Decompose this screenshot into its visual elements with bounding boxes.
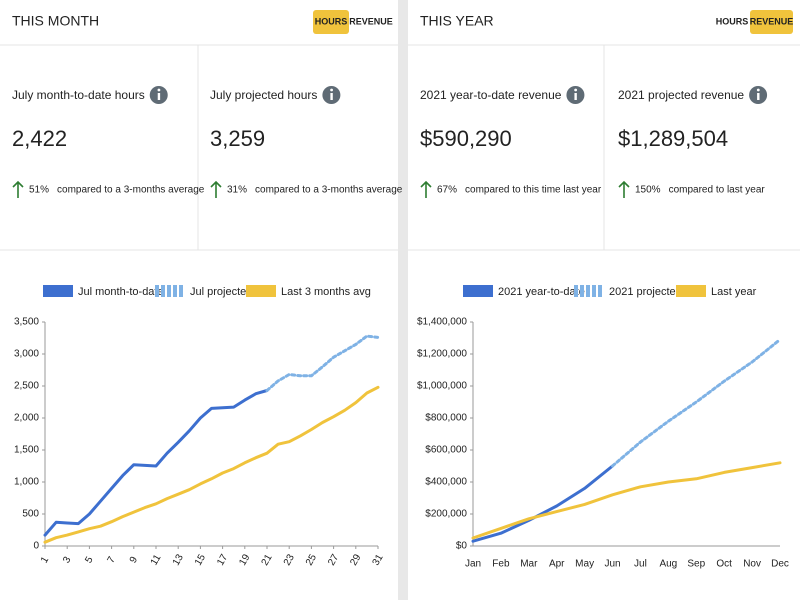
x-tick-label: Jul [634,559,647,570]
y-tick-label: 500 [22,509,39,520]
series-line [471,461,782,540]
x-tick-label: Dec [771,559,789,570]
x-tick-label: 9 [128,555,141,566]
x-tick-label: Feb [492,559,510,570]
y-tick-label: 1,500 [14,445,39,456]
series-line [611,338,782,468]
x-tick-label: Oct [716,559,732,570]
x-tick-label: Apr [549,559,565,570]
series-line [471,464,614,543]
y-tick-label: 3,000 [14,349,39,360]
info-icon-dot [330,88,333,92]
info-icon-bar [157,93,161,100]
y-tick-label: 1,000 [14,477,39,488]
toggle-label[interactable]: REVENUE [750,16,794,26]
y-tick-label: $600,000 [425,445,467,456]
y-tick-label: $1,400,000 [417,317,467,328]
kpi-value: 2,422 [12,126,67,151]
up-arrow [420,180,432,198]
kpi-value: $590,290 [420,126,512,151]
x-tick-label: Mar [520,559,538,570]
series-line [43,385,380,544]
up-arrow [12,180,24,198]
panel-title: THIS MONTH [12,13,99,29]
kpi-note: compared to a 3-months average [255,185,403,196]
x-tick-label: 1 [39,555,52,566]
x-tick-label: 21 [260,552,275,568]
kpi-change: 67% [437,185,457,196]
info-icon-dot [756,88,760,92]
toggle-label[interactable]: REVENUE [349,16,393,26]
legend-label: Last year [711,286,757,298]
info-icon-bar [574,93,577,100]
kpi-change: 31% [227,185,247,196]
kpi-note: compared to last year [669,185,766,196]
series-line [265,334,380,392]
x-tick-label: 5 [83,555,96,566]
toggle-button[interactable] [750,10,793,34]
y-tick-label: $0 [456,541,468,552]
toggle-label[interactable]: HOURS [315,16,348,26]
legend-label: Jul month-to-date [78,286,164,298]
y-tick-label: $1,200,000 [417,349,467,360]
x-tick-label: Nov [743,559,761,570]
kpi-change: 51% [29,185,49,196]
info-icon-dot [574,88,578,92]
kpi-note: compared to this time last year [465,185,602,196]
toggle-label[interactable]: HOURS [716,16,749,26]
legend-label: 2021 year-to-date [498,286,585,298]
x-tick-label: Jan [465,559,481,570]
kpi-label: July projected hours [210,88,317,102]
y-tick-label: $1,000,000 [417,381,467,392]
kpi-change: 150% [635,185,661,196]
toggle-button[interactable] [313,10,349,34]
info-icon-dot [157,88,161,92]
panel-gap [398,0,408,600]
info-icon-bar [330,93,333,100]
kpi-label: 2021 year-to-date revenue [420,88,562,102]
x-tick-label: 15 [193,552,208,568]
x-tick-label: 29 [348,552,363,568]
kpi-label: 2021 projected revenue [618,88,744,102]
kpi-note: compared to a 3-months average [57,185,205,196]
x-tick-label: May [575,559,594,570]
x-tick-label: 27 [326,552,341,568]
y-tick-label: $200,000 [425,509,467,520]
x-tick-label: 23 [282,552,297,568]
x-tick-label: Sep [687,559,705,570]
y-tick-label: 0 [33,541,39,552]
legend-label: Jul projected [190,286,252,298]
y-tick-label: $400,000 [425,477,467,488]
y-tick-label: 2,500 [14,381,39,392]
x-tick-label: 17 [215,552,230,568]
x-tick-label: Aug [659,559,677,570]
y-tick-label: 2,000 [14,413,39,424]
x-tick-label: 19 [237,552,252,568]
kpi-label: July month-to-date hours [12,88,145,102]
kpi-value: $1,289,504 [618,126,728,151]
legend-label: Last 3 months avg [281,286,371,298]
panel-title: THIS YEAR [420,13,494,29]
legend-label: 2021 projected [609,286,682,298]
up-arrow [210,180,222,198]
x-tick-label: Jun [604,559,620,570]
x-tick-label: 13 [171,552,186,568]
x-tick-label: 25 [304,552,319,568]
series-line [43,389,269,537]
y-tick-label: 3,500 [14,317,39,328]
kpi-value: 3,259 [210,126,265,151]
up-arrow [618,180,630,198]
info-icon-bar [757,93,760,100]
x-tick-label: 7 [106,555,119,566]
x-tick-label: 3 [61,555,74,566]
x-tick-label: 31 [371,552,386,568]
y-tick-label: $800,000 [425,413,467,424]
